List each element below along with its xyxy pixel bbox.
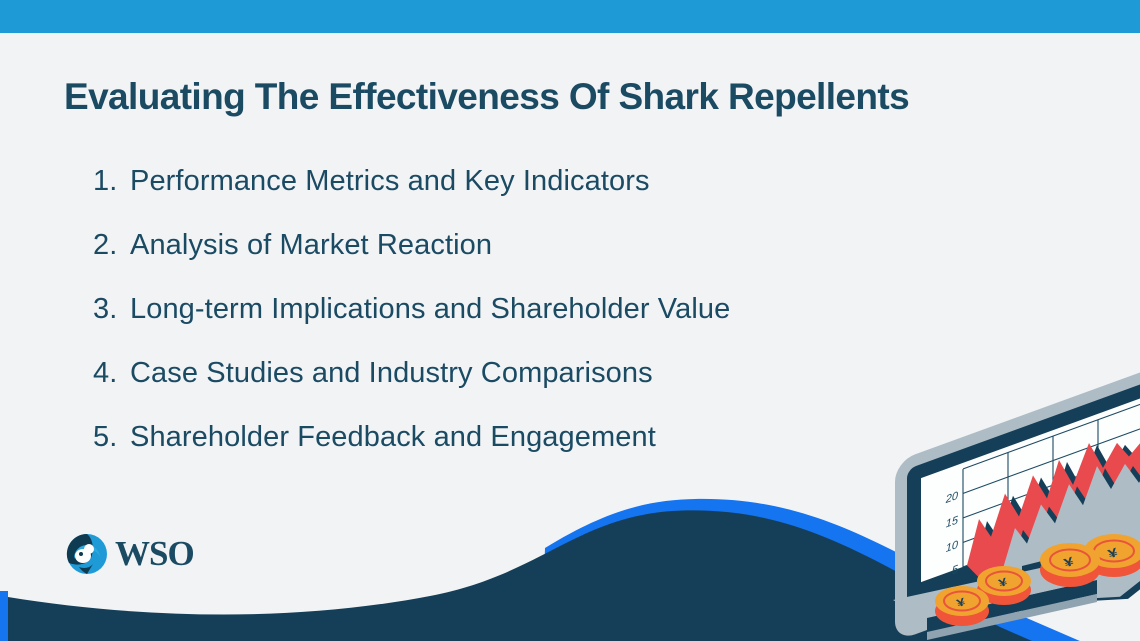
list-item-number: 4.: [93, 357, 118, 389]
list-item-number: 3.: [93, 293, 118, 325]
list-item-text: Case Studies and Industry Comparisons: [130, 357, 653, 389]
list-item-text: Long-term Implications and Shareholder V…: [130, 293, 731, 325]
coin-icon: ¥: [977, 566, 1031, 605]
coin-icon: ¥: [935, 586, 989, 626]
axis-label: 5: [952, 563, 959, 577]
list-item: 3. Long-term Implications and Shareholde…: [93, 292, 730, 326]
list-item-text: Shareholder Feedback and Engagement: [130, 421, 656, 453]
wso-monkey-icon: [66, 533, 107, 574]
axis-label: 20: [945, 490, 959, 507]
dark-wave: [8, 510, 1032, 641]
list-item-text: Performance Metrics and Key Indicators: [130, 165, 650, 197]
list-item-number: 2.: [93, 229, 118, 261]
wso-logo: WSO: [66, 532, 195, 576]
list-item: 4. Case Studies and Industry Comparisons: [93, 356, 730, 390]
coin-icon: ¥: [1040, 543, 1100, 587]
list-item-number: 5.: [93, 421, 118, 453]
axis-label: 15: [946, 514, 959, 530]
axis-label: 10: [946, 539, 959, 555]
agenda-list: 1. Performance Metrics and Key Indicator…: [93, 164, 730, 484]
chart-axis-labels: 20 15 10 5: [945, 490, 959, 578]
blue-wave-left-strip: [0, 591, 8, 641]
list-item-text: Analysis of Market Reaction: [130, 229, 493, 261]
list-item: 1. Performance Metrics and Key Indicator…: [93, 164, 730, 198]
list-item: 5. Shareholder Feedback and Engagement: [93, 420, 730, 454]
list-item-number: 1.: [93, 165, 118, 197]
top-accent-bar: [0, 0, 1140, 33]
list-item: 2. Analysis of Market Reaction: [93, 228, 730, 262]
monitor-base-shadow: [927, 594, 1097, 640]
page-title: Evaluating The Effectiveness Of Shark Re…: [64, 76, 910, 117]
wso-logo-text: WSO: [115, 534, 195, 573]
